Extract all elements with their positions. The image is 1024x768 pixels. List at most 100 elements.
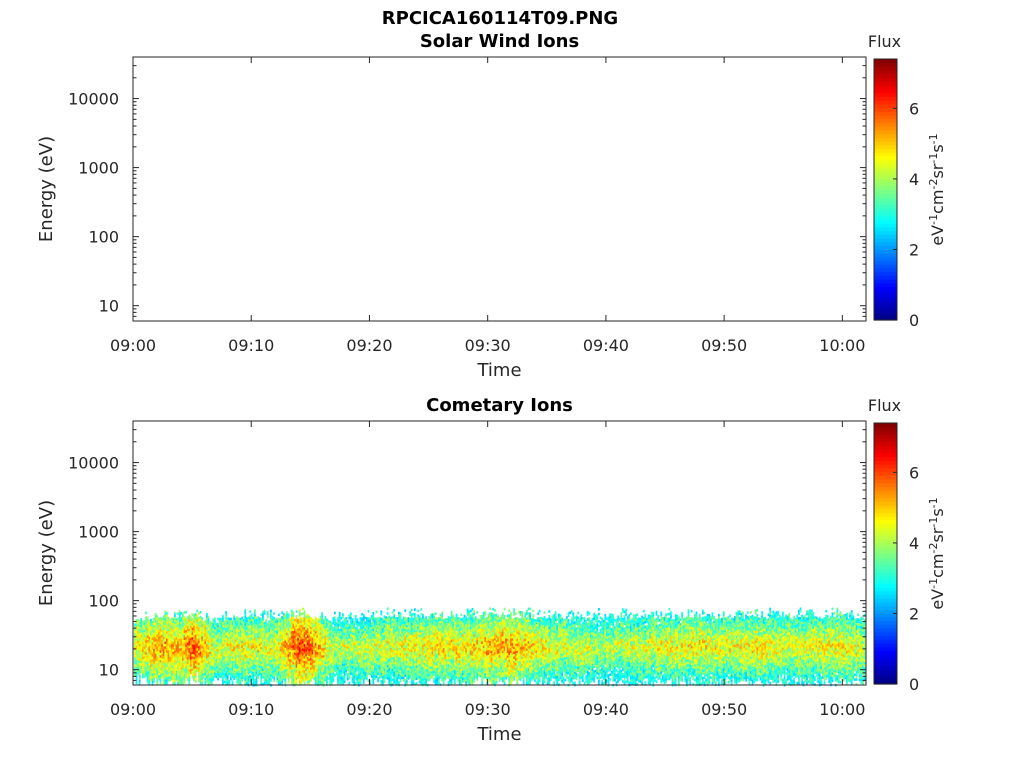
heatmap-cell: [409, 661, 411, 665]
plot-frame: [132, 56, 867, 322]
heatmap-cell: [178, 629, 181, 632]
heatmap-cell: [281, 666, 283, 670]
heatmap-cell: [148, 620, 151, 623]
heatmap-cell: [399, 660, 402, 663]
heatmap-cell: [167, 633, 170, 637]
heatmap-cell: [289, 659, 291, 662]
heatmap-cell: [204, 663, 207, 666]
heatmap-cell: [202, 673, 205, 677]
heatmap-cell: [298, 654, 301, 657]
heatmap-cell: [294, 676, 296, 680]
heatmap-cell: [138, 670, 141, 673]
heatmap-cell: [316, 676, 319, 679]
heatmap-cell: [324, 642, 327, 646]
heatmap-cell: [362, 628, 365, 631]
heatmap-cell: [210, 672, 213, 676]
heatmap-cell: [188, 619, 191, 622]
heatmap-cell: [164, 680, 167, 683]
heatmap-cell: [158, 646, 160, 650]
heatmap-cell: [289, 630, 291, 633]
heatmap-cell: [302, 667, 304, 671]
heatmap-cell: [345, 667, 347, 670]
heatmap-cell: [414, 627, 416, 631]
heatmap-cell: [252, 616, 255, 620]
heatmap-cell: [306, 678, 309, 682]
heatmap-cell: [353, 640, 355, 643]
heatmap-cell: [326, 618, 328, 622]
heatmap-cell: [399, 665, 402, 668]
heatmap-cell: [182, 612, 184, 616]
heatmap-cell: [311, 625, 314, 629]
heatmap-cell: [346, 649, 349, 652]
heatmap-cell: [145, 611, 147, 615]
heatmap-cell: [276, 641, 279, 645]
heatmap-cell: [302, 662, 304, 666]
heatmap-cell: [249, 667, 251, 671]
heatmap-cell: [238, 622, 240, 626]
heatmap-cell: [402, 638, 405, 641]
heatmap-cell: [329, 642, 331, 645]
heatmap-cell: [244, 652, 247, 655]
heatmap-cell: [321, 641, 323, 644]
heatmap-cell: [326, 678, 328, 682]
heatmap-cell: [239, 617, 242, 621]
heatmap-cell: [220, 629, 223, 633]
x-axis-label: Time: [476, 360, 521, 381]
heatmap-cell: [366, 641, 368, 644]
heatmap-cell: [255, 671, 258, 675]
heatmap-cell: [188, 643, 191, 646]
heatmap-cell: [223, 622, 226, 626]
heatmap-cell: [183, 661, 186, 665]
heatmap-cell: [161, 653, 163, 657]
heatmap-cell: [300, 620, 303, 623]
heatmap-cell: [318, 632, 320, 636]
heatmap-cell: [244, 661, 247, 665]
heatmap-cell: [172, 649, 175, 652]
heatmap-cell: [386, 617, 389, 620]
heatmap-cell: [206, 653, 208, 657]
heatmap-cell: [361, 612, 363, 616]
heatmap-cell: [388, 634, 391, 638]
heatmap-cell: [258, 672, 261, 676]
heatmap-cell: [359, 657, 362, 661]
heatmap-cell: [185, 642, 187, 645]
heatmap-cell: [276, 677, 279, 681]
heatmap-cell: [201, 629, 203, 632]
heatmap-cell: [294, 650, 296, 653]
heatmap-cell: [223, 634, 226, 638]
heatmap-cell: [252, 660, 255, 663]
heatmap-cell: [140, 642, 143, 645]
heatmap-cell: [311, 644, 314, 648]
heatmap-cell: [354, 674, 357, 678]
heatmap-cell: [215, 632, 218, 635]
heatmap-cell: [166, 626, 168, 630]
heatmap-cell: [150, 662, 152, 665]
heatmap-cell: [218, 636, 221, 640]
heatmap-cell: [412, 682, 415, 686]
heatmap-cell: [162, 622, 165, 626]
heatmap-cell: [265, 676, 267, 680]
heatmap-cell: [388, 680, 391, 683]
heatmap-cell: [268, 675, 271, 679]
heatmap-cell: [305, 632, 307, 635]
heatmap-cell: [204, 636, 207, 640]
heatmap-cell: [154, 624, 157, 628]
heatmap-cell: [223, 675, 226, 679]
heatmap-cell: [372, 640, 375, 644]
heatmap-cell: [145, 669, 147, 672]
heatmap-cell: [316, 625, 319, 629]
heatmap-cell: [225, 671, 227, 674]
heatmap-cell: [284, 647, 287, 651]
heatmap-cell: [356, 632, 359, 636]
heatmap-cell: [161, 646, 163, 650]
heatmap-cell: [270, 667, 272, 670]
heatmap-cell: [202, 637, 205, 641]
heatmap-cell: [334, 657, 336, 660]
heatmap-cell: [378, 621, 381, 625]
heatmap-cell: [398, 618, 400, 622]
heatmap-cell: [313, 670, 315, 673]
heatmap-cell: [276, 653, 279, 657]
heatmap-cell: [218, 617, 221, 621]
heatmap-cell: [391, 668, 394, 672]
heatmap-cell: [382, 661, 384, 665]
